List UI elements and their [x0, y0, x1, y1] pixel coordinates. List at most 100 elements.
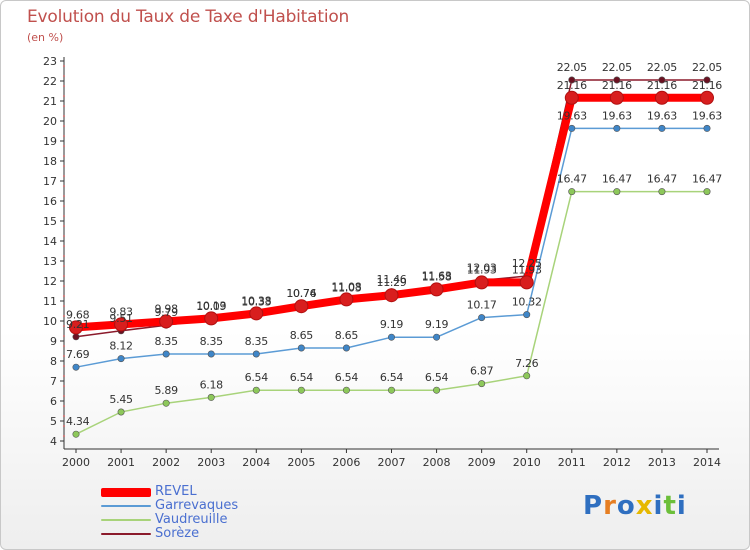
x-tick-label: 2009 — [468, 456, 496, 469]
y-minor-tick — [63, 255, 65, 257]
y-minor-tick — [63, 245, 65, 247]
point-label-vaudreuille: 6.18 — [200, 378, 224, 391]
proxiti-logo: Proxiti — [583, 491, 687, 521]
x-tick-label: 2002 — [152, 456, 180, 469]
point-label-garrevaques: 8.12 — [109, 340, 132, 353]
data-point-sorze — [658, 76, 666, 84]
data-point-garrevaques — [568, 124, 576, 132]
legend-swatch-soreze — [101, 533, 151, 535]
legend: REVEL Garrevaques Vaudreuille Sorèze — [101, 485, 238, 541]
y-minor-tick — [63, 105, 65, 107]
point-label-vaudreuille: 6.54 — [335, 371, 359, 384]
data-point-garrevaques — [162, 350, 170, 358]
data-point-revel — [519, 275, 534, 290]
legend-item-revel[interactable]: REVEL — [101, 485, 238, 499]
data-point-sorze — [703, 76, 711, 84]
point-label-revel: 11.08 — [331, 280, 361, 293]
point-label-sorze: 10.33 — [241, 295, 271, 308]
data-point-vaudreuille — [207, 393, 215, 401]
point-label-vaudreuille: 5.89 — [154, 384, 178, 397]
data-point-revel — [564, 90, 579, 105]
point-label-sorze: 9.79 — [154, 306, 178, 319]
point-label-garrevaques: 10.17 — [467, 299, 497, 312]
x-tick-label: 2010 — [513, 456, 541, 469]
data-point-revel — [474, 275, 489, 290]
legend-label-garrevaques: Garrevaques — [155, 498, 239, 513]
point-label-sorze: 11.46 — [377, 273, 407, 286]
point-label-garrevaques: 10.32 — [512, 296, 542, 309]
y-minor-tick — [63, 285, 65, 287]
data-point-revel — [609, 90, 624, 105]
data-point-vaudreuille — [568, 188, 576, 196]
point-label-vaudreuille: 5.45 — [109, 393, 133, 406]
y-minor-tick — [63, 175, 65, 177]
y-minor-tick — [63, 235, 65, 237]
y-tick-label: 8 — [50, 355, 57, 368]
point-label-sorze: 9.21 — [66, 318, 89, 331]
data-point-vaudreuille — [297, 386, 305, 394]
y-minor-tick — [63, 275, 65, 277]
point-label-sorze: 11.03 — [331, 281, 361, 294]
data-point-garrevaques — [252, 350, 260, 358]
legend-swatch-garrevaques — [101, 505, 151, 507]
point-label-vaudreuille: 7.26 — [515, 357, 539, 370]
data-point-vaudreuille — [162, 399, 170, 407]
point-label-revel: 10.13 — [196, 299, 226, 312]
data-point-vaudreuille — [703, 188, 711, 196]
y-minor-tick — [63, 385, 65, 387]
chart-unit-label: (en %) — [27, 31, 64, 44]
data-point-garrevaques — [478, 314, 486, 322]
y-minor-tick — [63, 305, 65, 307]
y-tick-label: 17 — [43, 175, 57, 188]
legend-item-soreze[interactable]: Sorèze — [101, 527, 238, 541]
y-minor-tick — [63, 65, 65, 67]
y-tick-label: 18 — [43, 155, 57, 168]
data-point-garrevaques — [72, 363, 80, 371]
point-label-sorze: 10.76 — [286, 287, 316, 300]
data-point-garrevaques — [387, 333, 395, 341]
point-label-garrevaques: 8.65 — [290, 329, 314, 342]
data-point-revel — [249, 306, 264, 321]
y-minor-tick — [63, 325, 65, 327]
data-point-revel — [654, 90, 669, 105]
legend-item-garrevaques[interactable]: Garrevaques — [101, 499, 238, 513]
y-minor-tick — [63, 185, 65, 187]
data-point-vaudreuille — [613, 188, 621, 196]
y-tick-label: 16 — [43, 195, 57, 208]
data-point-garrevaques — [703, 124, 711, 132]
point-label-garrevaques: 7.69 — [66, 348, 90, 361]
y-minor-tick — [63, 145, 65, 147]
point-label-vaudreuille: 4.34 — [66, 415, 90, 428]
y-minor-tick — [63, 395, 65, 397]
data-point-vaudreuille — [478, 380, 486, 388]
data-point-vaudreuille — [433, 386, 441, 394]
data-point-revel — [429, 282, 444, 297]
point-label-vaudreuille: 16.47 — [557, 173, 587, 186]
data-point-revel — [700, 90, 714, 105]
y-minor-tick — [63, 315, 65, 317]
point-label-sorze: 22.05 — [557, 61, 587, 74]
data-point-garrevaques — [433, 333, 441, 341]
data-point-sorze — [72, 333, 80, 341]
point-label-vaudreuille: 16.47 — [692, 173, 722, 186]
point-label-garrevaques: 19.63 — [602, 109, 632, 122]
data-point-revel — [294, 299, 309, 314]
x-tick-label: 2003 — [197, 456, 225, 469]
point-labels-layer: 4.34 5.45 5.89 6.18 6.54 6.54 6.54 6.54 6.54 6.87… — [66, 61, 723, 428]
y-tick-label: 10 — [43, 315, 57, 328]
y-minor-tick — [63, 435, 65, 437]
point-label-sorze: 9.51 — [109, 312, 132, 325]
point-label-revel: 11.93 — [512, 263, 542, 276]
x-tick-label: 2012 — [603, 456, 631, 469]
data-point-vaudreuille — [252, 386, 260, 394]
y-minor-tick — [63, 355, 65, 357]
y-minor-tick — [63, 85, 65, 87]
legend-item-vaudreuille[interactable]: Vaudreuille — [101, 513, 238, 527]
y-tick-label: 11 — [43, 295, 57, 308]
point-label-garrevaques: 8.65 — [335, 329, 359, 342]
point-label-garrevaques: 9.19 — [425, 318, 449, 331]
point-label-sorze: 22.05 — [692, 61, 722, 74]
legend-swatch-vaudreuille — [101, 519, 151, 521]
y-minor-tick — [63, 405, 65, 407]
